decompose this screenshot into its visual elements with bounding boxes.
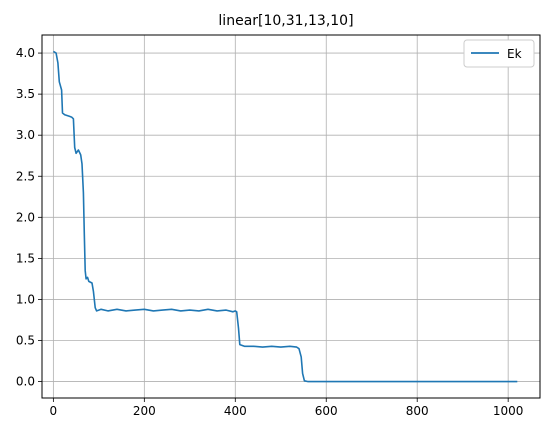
chart-title: linear[10,31,13,10] bbox=[218, 13, 353, 29]
series-line-ek bbox=[53, 51, 517, 381]
legend: Ek bbox=[464, 40, 534, 67]
x-axis: 0 200 400 600 800 1000 bbox=[50, 398, 524, 418]
legend-label-ek: Ek bbox=[507, 47, 522, 61]
x-tick-label: 800 bbox=[406, 404, 429, 418]
y-tick-label: 0.0 bbox=[16, 375, 35, 389]
y-tick-label: 2.0 bbox=[16, 210, 35, 224]
x-tick-label: 400 bbox=[224, 404, 247, 418]
plot-frame bbox=[42, 35, 540, 398]
y-tick-label: 3.5 bbox=[16, 87, 35, 101]
y-tick-label: 2.5 bbox=[16, 169, 35, 183]
x-tick-label: 0 bbox=[50, 404, 58, 418]
y-tick-label: 0.5 bbox=[16, 334, 35, 348]
y-tick-label: 3.0 bbox=[16, 128, 35, 142]
y-tick-label: 4.0 bbox=[16, 46, 35, 60]
grid-lines bbox=[42, 35, 540, 398]
x-tick-label: 1000 bbox=[493, 404, 524, 418]
y-tick-label: 1.0 bbox=[16, 292, 35, 306]
y-tick-label: 1.5 bbox=[16, 251, 35, 265]
x-tick-label: 600 bbox=[315, 404, 338, 418]
y-axis: 0.0 0.5 1.0 1.5 2.0 2.5 3.0 3.5 4.0 bbox=[16, 46, 42, 389]
x-tick-label: 200 bbox=[133, 404, 156, 418]
series-layer bbox=[53, 51, 517, 381]
